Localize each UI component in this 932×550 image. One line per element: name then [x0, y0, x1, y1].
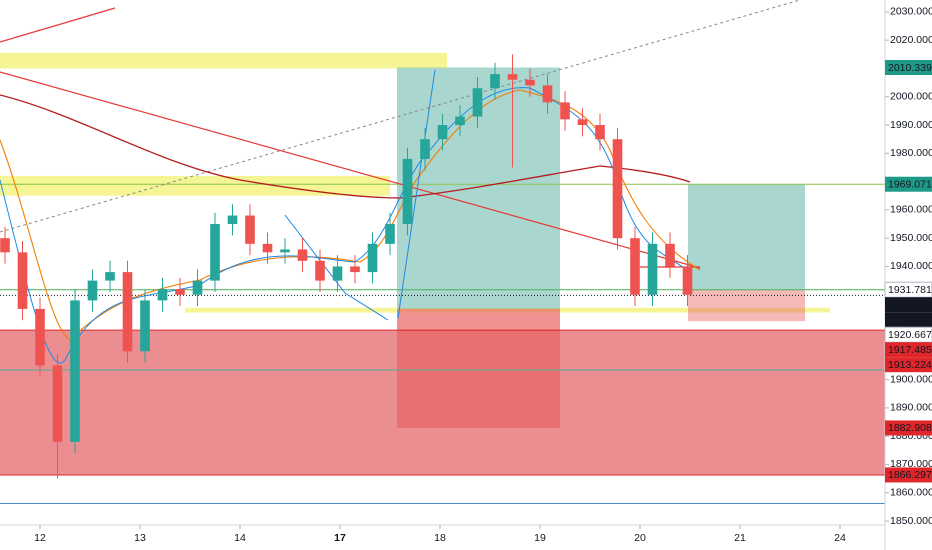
candle-body [402, 158, 413, 225]
zones [0, 52, 885, 475]
candle-body [612, 139, 623, 239]
candle-body [665, 243, 675, 267]
candle-body [472, 88, 483, 117]
countdown: 58:00 [901, 314, 927, 326]
candle-body [245, 215, 255, 244]
drawings [0, 0, 801, 364]
y-tick-label: 2030.000 [890, 6, 932, 18]
candle-body [332, 266, 343, 281]
candle-body [595, 125, 605, 140]
candle-body [17, 252, 28, 309]
trend-line [0, 71, 701, 269]
y-tick-label: 1960.000 [890, 204, 932, 216]
candle-body [525, 79, 535, 86]
candle-body [315, 260, 325, 281]
y-tick-label: 1890.000 [890, 402, 932, 414]
trend-line [0, 7, 116, 43]
price-label-box [885, 59, 932, 75]
candle-body [682, 266, 693, 295]
candle-body [157, 289, 168, 301]
x-tick-label: 19 [534, 532, 546, 544]
trend-line [0, 0, 801, 233]
candle-body [35, 308, 45, 366]
price-label-box [885, 357, 932, 373]
candle-body [52, 365, 63, 442]
candle-body [297, 249, 308, 261]
candle-body [105, 272, 115, 281]
price-label-box [885, 342, 932, 358]
price-label: 1969.071 [888, 179, 932, 191]
price-label: 1913.224 [888, 359, 932, 371]
candle-body [175, 289, 185, 295]
candle-body [0, 238, 10, 253]
y-tick-label: 1990.000 [890, 119, 932, 131]
arrow-path [397, 69, 436, 319]
moving-average [0, 94, 691, 199]
y-tick-label: 1900.000 [890, 373, 932, 385]
price-label-box [885, 176, 932, 192]
candle-body [560, 102, 570, 120]
zone [0, 175, 390, 196]
x-tick-label: 21 [734, 532, 746, 544]
x-tick-label: 20 [634, 532, 646, 544]
candle-body [280, 249, 290, 253]
price-label: 1917.485 [888, 344, 932, 356]
candles [0, 54, 693, 479]
candle-body [192, 280, 203, 295]
arrow-path [284, 214, 389, 321]
candle-body [542, 85, 553, 103]
candle-body [70, 300, 80, 442]
y-tick-label: 1850.000 [890, 515, 932, 527]
candle-body [437, 125, 448, 140]
candle-body [367, 243, 378, 273]
price-label: 1931.781 [888, 284, 932, 296]
candle-body [420, 139, 430, 159]
y-tick-label: 1950.000 [890, 232, 932, 244]
candle-body [122, 272, 133, 352]
price-label: 1882.908 [888, 422, 932, 434]
x-tick-label: 24 [834, 532, 846, 544]
candle-body [87, 280, 98, 301]
y-tick-label: 1980.000 [890, 147, 932, 159]
zone [397, 308, 560, 428]
candle-body [507, 74, 518, 80]
candle-body [577, 119, 588, 126]
candle-body [227, 215, 238, 225]
candle-body [140, 300, 150, 352]
x-tick-label: 18 [434, 532, 446, 544]
candle-body [455, 116, 465, 126]
price-label-box [885, 297, 932, 313]
x-tick-label: 14 [234, 532, 246, 544]
y-tick-label: 1860.000 [890, 487, 932, 499]
price-label-box [885, 467, 932, 483]
candle-body [385, 224, 395, 244]
price-label-box [885, 420, 932, 436]
y-tick-label: 1940.000 [890, 260, 932, 272]
price-label: 1866.297 [888, 469, 932, 481]
candle-body [210, 224, 220, 281]
y-tick-label: 2020.000 [890, 34, 932, 46]
price-label: 2010.339 [888, 62, 932, 74]
x-tick-label: 13 [134, 532, 146, 544]
price-label: 1929.798 [888, 299, 932, 311]
candle-body [350, 266, 360, 273]
candle-body [630, 238, 640, 295]
y-tick-label: 1870.000 [890, 458, 932, 470]
price-labels: 2010.339 1969.071 1931.781 1929.798 58:00 192… [884, 59, 932, 483]
candle-body [490, 74, 500, 89]
zone [688, 289, 805, 322]
countdown-box [885, 312, 932, 328]
x-tick-label: 17 [334, 532, 346, 544]
price-label: 1920.667 [888, 329, 932, 341]
zone [0, 52, 447, 69]
candle-body [647, 243, 658, 295]
x-tick-label: 12 [34, 532, 46, 544]
moving-average [0, 89, 701, 341]
candle-body [262, 243, 273, 253]
zone [688, 184, 805, 290]
y-tick-label: 2000.000 [890, 91, 932, 103]
